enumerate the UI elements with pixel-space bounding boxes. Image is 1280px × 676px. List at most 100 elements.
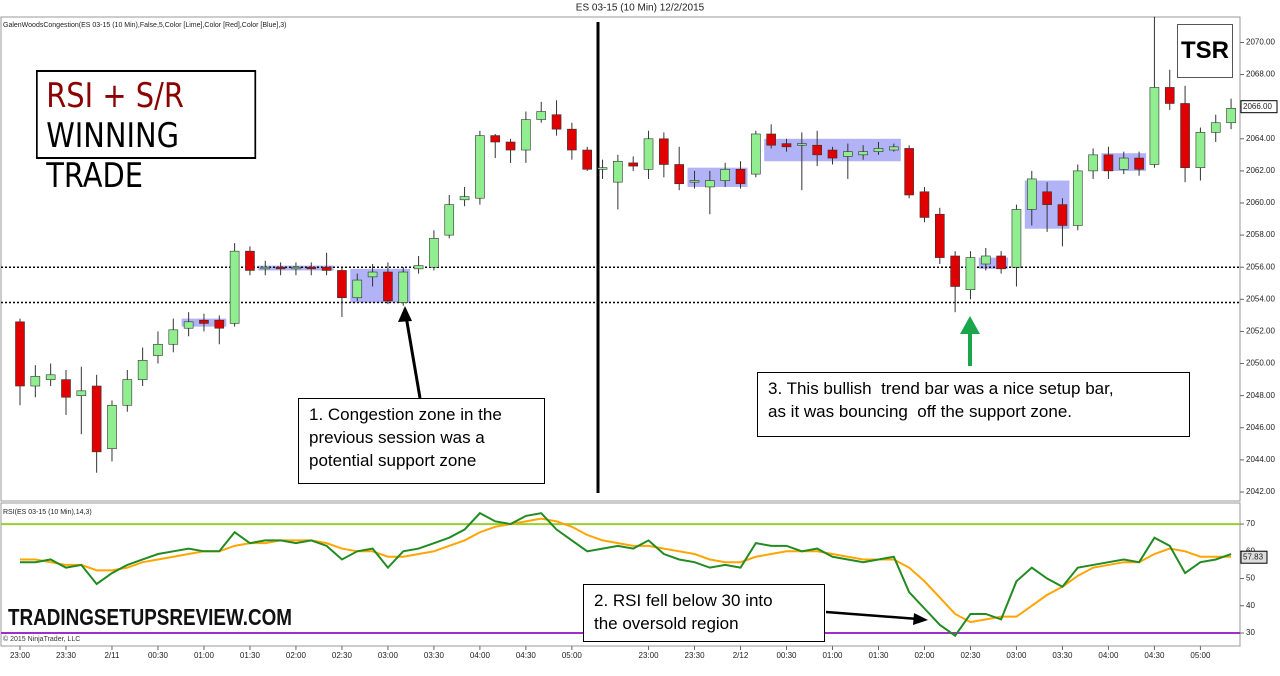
arrow-head [398, 306, 412, 322]
candle-body [521, 119, 531, 151]
candle-body [873, 148, 884, 152]
y-tick-label: 30 [1246, 628, 1255, 637]
x-tick-label: 23:00 [639, 651, 660, 660]
candle-body [1134, 157, 1144, 170]
y-tick-label: 2060.00 [1246, 198, 1275, 207]
annotation-line: 1. Congestion zone in the [309, 405, 502, 424]
candle-body [321, 266, 332, 271]
candle-body [551, 114, 562, 130]
annotation: 1. Congestion zone in the previous sessio… [298, 398, 545, 484]
candle-body [153, 343, 163, 356]
congestion-zone [978, 257, 1009, 269]
y-tick-label: 2046.00 [1246, 423, 1275, 432]
candle-body [260, 266, 271, 270]
x-tick-label: 00:30 [148, 651, 169, 660]
x-tick-label: 03:00 [378, 651, 399, 660]
candle-body [1026, 178, 1037, 210]
x-tick-label: 03:30 [424, 651, 445, 660]
candle-body [858, 151, 868, 156]
watermark: TRADINGSETUPSREVIEW.COM [8, 604, 292, 630]
candle-body [199, 319, 209, 324]
x-tick-label: 2/12 [733, 651, 749, 660]
candle-body [1226, 107, 1236, 124]
chart-title: ES 03-15 (10 Min) 12/2/2015 [576, 3, 705, 14]
candle-body [229, 250, 240, 324]
candle-body [812, 144, 822, 156]
annotation-line: potential support zone [309, 451, 477, 470]
y-tick-label: 2042.00 [1246, 487, 1275, 496]
x-tick-label: 01:00 [194, 651, 215, 660]
y-tick-label: 2052.00 [1246, 327, 1275, 336]
candle-body [827, 149, 838, 159]
x-tick-label: 04:30 [1144, 651, 1165, 660]
candle-body [337, 270, 347, 299]
candle-body [1118, 157, 1129, 170]
candle-body [843, 151, 853, 157]
logo: RSI + S/R WINNING TRADE [36, 70, 257, 196]
candle-body [1103, 154, 1114, 172]
x-tick-label: 02:00 [286, 651, 307, 660]
candle-body [751, 133, 761, 175]
candle-body [398, 271, 409, 303]
y-tick-label: 2044.00 [1246, 455, 1275, 464]
candle-body [45, 374, 56, 380]
annotation-line: the oversold region [594, 614, 739, 633]
candle-body [15, 321, 25, 387]
y-tick-label: 50 [1246, 574, 1255, 583]
last-value-label: 57.83 [1243, 552, 1264, 561]
candle-body [689, 180, 700, 183]
candle-body [536, 111, 547, 120]
candle-body [597, 167, 608, 170]
logo-line: RSI + S/R [46, 76, 184, 116]
x-tick-label: 02:00 [914, 651, 935, 660]
candle-body [705, 180, 715, 188]
y-tick-label: 2058.00 [1246, 230, 1275, 239]
candle-body [797, 143, 807, 146]
candle-body [950, 255, 960, 287]
candle-body [245, 250, 255, 271]
x-tick-label: 03:00 [1006, 651, 1027, 660]
rsi-line [20, 511, 1232, 638]
candle-body [275, 266, 286, 270]
x-tick-label: 23:00 [10, 651, 31, 660]
x-tick-label: 2/11 [104, 651, 120, 660]
x-tick-label: 02:30 [332, 651, 353, 660]
x-tick-label: 23:30 [56, 651, 77, 660]
candle-body [383, 271, 393, 302]
candle-body [183, 321, 194, 329]
candle-body [107, 404, 117, 449]
candle-body [1042, 191, 1052, 205]
last-value-label: 2066.00 [1243, 102, 1272, 111]
annotation: 2. RSI fell below 30 into the oversold re… [583, 584, 825, 642]
rsi-line [20, 517, 1232, 624]
candle-body [367, 271, 378, 278]
candle-body [980, 255, 991, 265]
candle-body [659, 138, 669, 165]
candle-body [904, 148, 914, 196]
candle-body [1088, 154, 1098, 172]
candle-body [1149, 87, 1160, 165]
candle-body [429, 238, 439, 268]
annotation-line: previous session was a [309, 428, 485, 447]
y-tick-label: 40 [1246, 601, 1255, 610]
candle-body [643, 138, 654, 170]
candle-body [76, 390, 87, 396]
candle-body [91, 385, 102, 453]
y-tick-label: 2048.00 [1246, 391, 1275, 400]
x-tick-label: 02:30 [960, 651, 981, 660]
last-value-box [1240, 550, 1268, 564]
congestion-zone [687, 167, 748, 187]
x-tick-label: 01:30 [868, 651, 889, 660]
candle-body [475, 135, 485, 199]
arrow-head [913, 613, 928, 625]
y-tick-label: 2070.00 [1246, 38, 1275, 47]
candle-body [965, 257, 976, 290]
candle-body [766, 133, 776, 146]
candle-body [889, 146, 899, 151]
y-tick-label: 2062.00 [1246, 166, 1275, 175]
candle-body [582, 149, 593, 170]
rsi-panel [0, 502, 1241, 647]
x-tick-label: 05:00 [1190, 651, 1211, 660]
candle-body [1195, 132, 1206, 168]
